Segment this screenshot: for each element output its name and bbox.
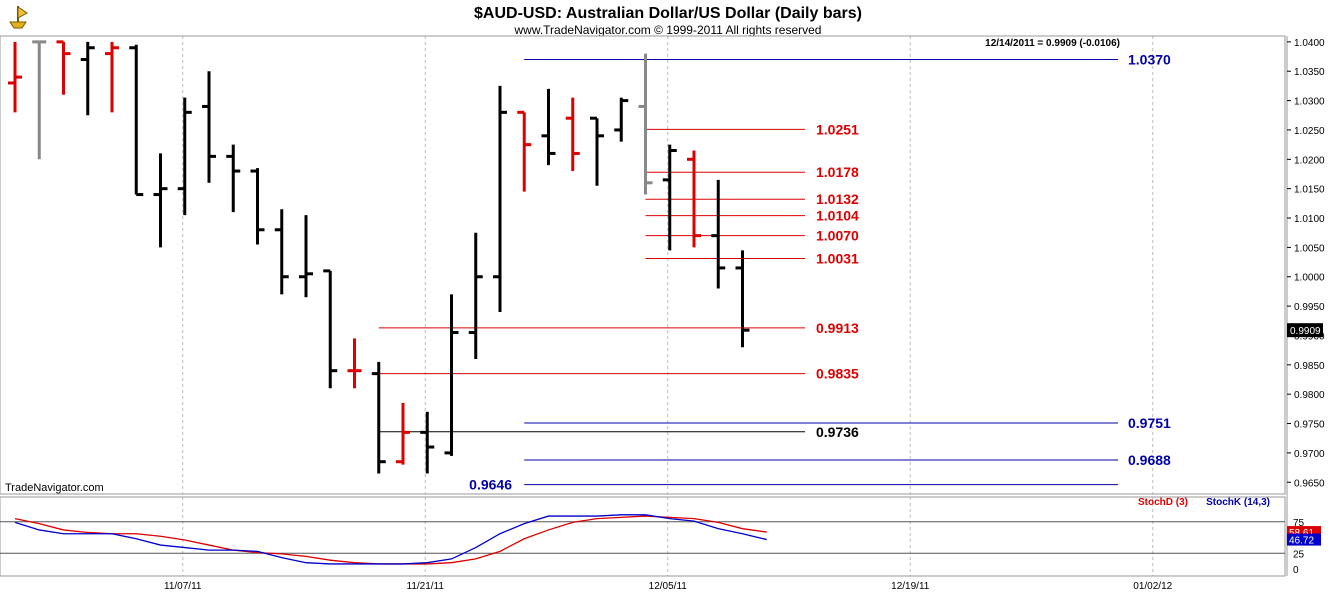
price-level-label: 1.0370 xyxy=(1128,51,1171,67)
ohlc-bar xyxy=(711,179,726,289)
ohlc-bar xyxy=(614,97,629,142)
ohlc-bar xyxy=(662,144,677,251)
ohlc-bar xyxy=(735,250,750,348)
stoch-tick-label: 0 xyxy=(1293,565,1299,576)
ohlc-bar xyxy=(8,41,22,113)
ohlc-bar xyxy=(56,40,71,95)
price-level-label: 0.9835 xyxy=(816,366,859,382)
x-tick-label: 11/21/11 xyxy=(407,581,445,592)
ohlc-bar xyxy=(541,88,556,166)
ohlc-bar xyxy=(468,232,483,359)
ohlc-bar xyxy=(274,209,289,295)
x-tick-label: 12/19/11 xyxy=(891,581,930,592)
watermark-text: TradeNavigator.com xyxy=(5,482,104,494)
ohlc-bar xyxy=(396,402,410,465)
price-level-label: 0.9913 xyxy=(816,320,859,336)
price-level-label: 1.0132 xyxy=(816,191,859,207)
stoch-k-value: 46.72 xyxy=(1289,536,1314,547)
chart-title: $AUD-USD: Australian Dollar/US Dollar (D… xyxy=(474,5,862,22)
stoch-panel xyxy=(0,496,1286,577)
ohlc-bar xyxy=(493,85,507,312)
y-tick-label: 0.9650 xyxy=(1294,478,1325,489)
stoch-d-legend: StochD (3) xyxy=(1138,497,1188,508)
ohlc-bar xyxy=(420,411,435,474)
ohlc-bar xyxy=(347,338,362,389)
ohlc-bar xyxy=(177,97,192,216)
last-price-tag xyxy=(1287,323,1323,338)
price-panel xyxy=(0,35,1286,495)
ohlc-bar xyxy=(226,144,241,213)
y-tick-label: 1.0150 xyxy=(1294,185,1325,196)
logo-icon xyxy=(2,2,36,34)
y-tick-label: 1.0050 xyxy=(1294,243,1325,254)
y-tick-label: 0.9700 xyxy=(1294,449,1325,460)
y-tick-label: 1.0400 xyxy=(1294,38,1325,49)
ohlc-bar xyxy=(323,269,338,389)
y-tick-label: 1.0000 xyxy=(1294,273,1325,284)
price-level-label: 0.9646 xyxy=(469,477,512,493)
ohlc-bar xyxy=(153,153,168,248)
stoch-tick-label: 75 xyxy=(1293,518,1305,529)
stoch-k-tag xyxy=(1287,533,1321,546)
x-tick-label: 12/05/11 xyxy=(649,581,688,592)
y-tick-label: 0.9850 xyxy=(1294,361,1325,372)
ohlc-bar xyxy=(129,44,144,197)
price-level-label: 1.0070 xyxy=(816,228,859,244)
stoch-k-legend: StochK (14,3) xyxy=(1206,497,1270,508)
ohlc-bar xyxy=(299,215,313,298)
price-level-label: 1.0104 xyxy=(816,208,859,224)
ohlc-bar xyxy=(371,361,386,474)
y-tick-label: 0.9950 xyxy=(1294,302,1325,313)
price-level-label: 1.0031 xyxy=(816,251,859,267)
x-tick-label: 01/02/12 xyxy=(1133,581,1172,592)
ohlc-bar xyxy=(590,116,604,186)
ohlc-bar xyxy=(32,40,47,160)
x-tick-label: 11/07/11 xyxy=(164,581,202,592)
ohlc-bar xyxy=(444,294,459,456)
y-tick-label: 0.9750 xyxy=(1294,420,1325,431)
y-tick-label: 1.0100 xyxy=(1294,214,1325,225)
last-price-text: 0.9909 xyxy=(1290,326,1321,337)
price-level-label: 0.9688 xyxy=(1128,452,1171,468)
price-level-label: 0.9736 xyxy=(816,424,859,440)
y-tick-label: 1.0200 xyxy=(1294,155,1325,166)
y-tick-label: 1.0350 xyxy=(1294,67,1325,78)
copyright-text: www.TradeNavigator.com © 1999-2011 All r… xyxy=(514,23,822,37)
ohlc-bar xyxy=(517,110,532,192)
ohlc-bar xyxy=(80,41,95,116)
price-level-label: 1.0251 xyxy=(816,121,859,137)
ohlc-bar xyxy=(565,97,580,172)
ohlc-bar xyxy=(202,71,216,183)
stoch-k-line xyxy=(14,514,767,565)
y-tick-label: 0.9800 xyxy=(1294,390,1325,401)
ohlc-bar xyxy=(250,168,265,245)
stoch-tick-label: 25 xyxy=(1293,549,1305,560)
y-tick-label: 1.0300 xyxy=(1294,97,1325,108)
ohlc-bar xyxy=(687,150,701,248)
ohlc-bar xyxy=(638,53,653,195)
price-level-label: 1.0178 xyxy=(816,164,859,180)
quote-readout: 12/14/2011 = 0.9909 (-0.0106) xyxy=(985,38,1120,49)
y-tick-label: 1.0250 xyxy=(1294,126,1325,137)
ohlc-bar xyxy=(105,41,119,113)
price-level-label: 0.9751 xyxy=(1128,415,1171,431)
